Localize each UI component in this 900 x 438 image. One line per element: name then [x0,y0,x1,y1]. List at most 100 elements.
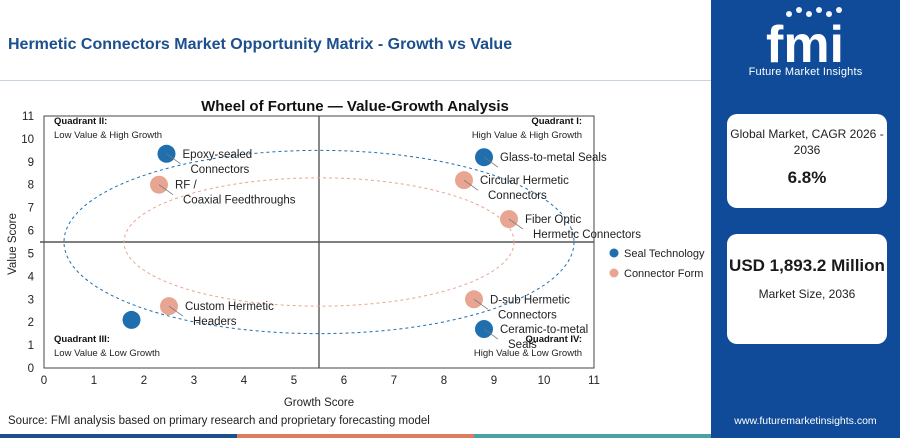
cagr-label: Global Market, CAGR 2026 - 2036 [730,127,884,157]
quadrant-title: Quadrant I: [531,116,582,127]
point-label-line: Coaxial Feedthroughs [183,195,296,207]
plot-frame [40,115,595,369]
axis-ticks: 0 1 2 3 4 5 6 7 8 9 10 11 0 1 2 3 4 5 6 7 8 9 10 11 [21,111,600,387]
point-label-line: Connectors [488,190,547,202]
title-divider [0,80,711,81]
logo-wordmark: fmi [766,16,844,70]
point-label-line: Glass-to-metal Seals [500,152,607,164]
quadrant-title: Quadrant III: [54,334,110,345]
cagr-card: Global Market, CAGR 2026 - 2036 6.8% [727,114,887,208]
y-tick-label: 5 [28,248,34,260]
accent-segment-2 [237,434,474,438]
point-label: Fiber Optic Hermetic Connectors [525,214,641,241]
label-leader [483,328,499,340]
x-tick-label: 7 [391,375,397,387]
accent-segment-3 [474,434,711,438]
market-size-value: USD 1,893.2 Million [729,256,885,275]
y-tick-label: 4 [28,271,35,283]
point-label-line: Hermetic Connectors [533,229,641,241]
label-leader [166,153,181,165]
point-label-line: Epoxy-sealed [183,149,253,161]
point-label: Glass-to-metal Seals [500,152,607,164]
fmi-logo-mark: fmi [766,7,844,74]
chart-area: Wheel of Fortune — Value-Growth Analysis… [0,86,711,412]
point-label-line: Custom Hermetic [185,301,274,313]
page-title: Hermetic Connectors Market Opportunity M… [8,36,513,53]
x-tick-label: 11 [588,375,600,387]
label-leader [158,184,174,196]
point-label: D-sub Hermetic Connectors [490,294,570,321]
quadrant-subtitle: High Value & Low Growth [474,348,582,359]
point-label-line: Circular Hermetic [480,175,569,187]
point-labels: Epoxy-sealed Connectors Glass-to-metal Sea… [158,149,641,351]
report-panel: Hermetic Connectors Market Opportunity M… [0,36,711,438]
point-label-line: D-sub Hermetic [490,294,570,306]
point-label: RF / Coaxial Feedthroughs [175,180,296,207]
quadrant-title: Quadrant IV: [526,334,582,345]
y-tick-label: 8 [28,180,34,192]
point-label-line: Connectors [498,309,557,321]
quadrant-subtitle: Low Value & High Growth [54,130,162,141]
data-point [455,171,473,190]
x-tick-label: 1 [91,375,97,387]
label-leader [168,305,184,317]
legend-label: Seal Technology [624,248,705,260]
point-label: Ceramic-to-metal Seals [500,324,588,351]
legend-marker [609,248,619,258]
y-tick-label: 7 [28,203,34,215]
data-point [122,310,141,329]
source-note: Source: FMI analysis based on primary re… [8,415,430,427]
point-label-line: RF / [175,180,198,192]
y-tick-label: 10 [21,134,34,146]
cagr-value: 6.8% [787,168,827,187]
x-tick-label: 10 [538,375,551,387]
chart-background [0,86,711,412]
y-tick-label: 6 [28,226,34,238]
market-size-card: USD 1,893.2 Million Market Size, 2036 [727,234,887,344]
label-leader [473,298,489,310]
opportunity-matrix-chart: Wheel of Fortune — Value-Growth Analysis… [0,86,711,412]
y-tick-label: 2 [28,317,34,329]
label-leader [463,179,479,191]
bottom-accent-bar [0,434,711,438]
x-tick-label: 3 [191,375,197,387]
x-tick-label: 4 [241,375,248,387]
point-label-line: Headers [193,316,237,328]
orbit-rings [63,149,575,335]
y-tick-label: 11 [22,111,34,123]
y-axis-label: Value Score [7,213,19,275]
x-tick-label: 8 [441,375,447,387]
orbit-ring-2 [123,177,515,307]
orbit-ring-1 [63,149,575,335]
chart-legend: Seal Technology Connector Form [609,248,705,280]
website-link[interactable]: www.futuremarketinsights.com [734,415,877,427]
point-label-line: Connectors [191,164,250,176]
fmi-logo: fmi Future Market Insights [711,0,900,92]
quadrant-title: Quadrant II: [54,116,107,127]
point-label: Epoxy-sealed Connectors [183,149,253,176]
sidebar: fmi Future Market Insights Global Market… [711,0,900,438]
x-tick-label: 6 [341,375,347,387]
y-tick-label: 1 [28,340,34,352]
x-tick-label: 5 [291,375,297,387]
x-tick-label: 2 [141,375,147,387]
point-label: Circular Hermetic Connectors [480,175,569,202]
chart-title: Wheel of Fortune — Value-Growth Analysis [201,98,509,115]
x-axis-label: Growth Score [284,397,354,409]
accent-segment-1 [0,434,237,438]
data-point [475,148,493,167]
legend-marker [609,268,619,278]
point-label-line: Seals [508,339,537,351]
data-point [465,290,483,309]
data-point [160,297,178,316]
y-tick-label: 9 [28,157,34,169]
y-tick-label: 0 [28,363,34,375]
quadrant-subtitle: Low Value & Low Growth [54,348,160,359]
point-label-line: Fiber Optic [525,214,581,226]
point-label: Custom Hermetic Headers [185,301,274,328]
logo-subtitle: Future Market Insights [748,66,863,78]
y-tick-label: 3 [28,294,34,306]
x-tick-label: 0 [41,375,47,387]
quadrant-labels: Quadrant II: Low Value & High Growth Quadr… [54,116,582,359]
data-points [122,144,518,339]
